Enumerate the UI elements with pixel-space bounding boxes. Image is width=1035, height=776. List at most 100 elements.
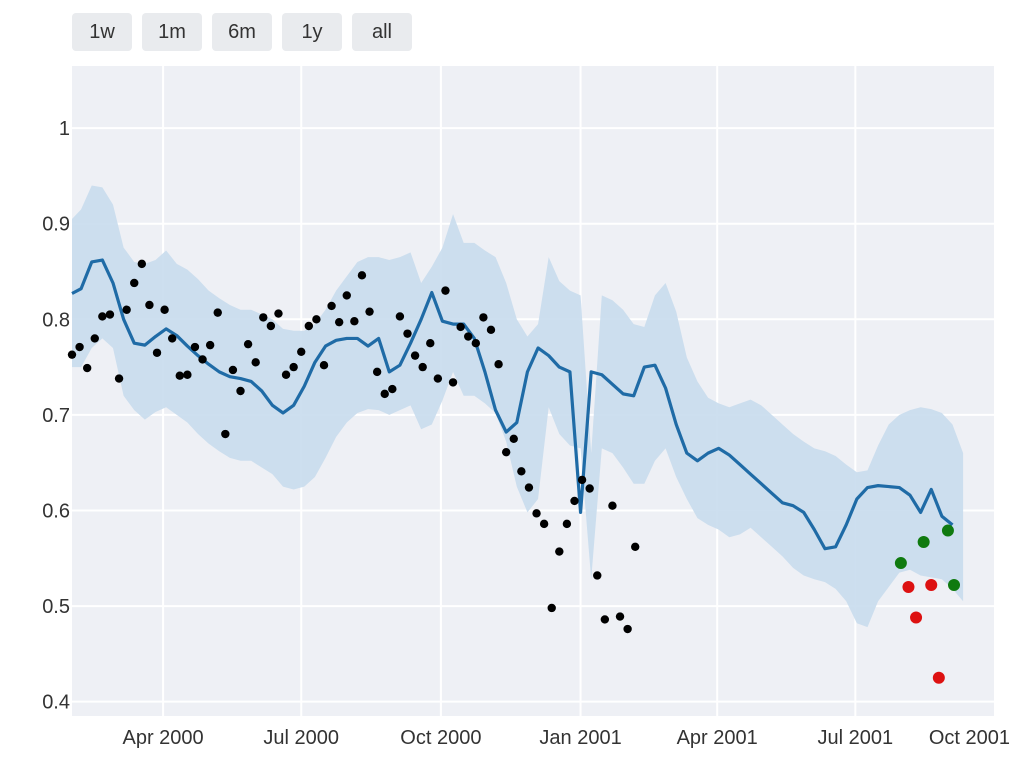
observed-point <box>365 307 374 316</box>
observed-point <box>228 365 238 375</box>
observed-point <box>494 360 503 369</box>
observed-point <box>615 612 625 621</box>
observed-point <box>145 300 154 310</box>
observed-point <box>350 317 359 326</box>
range-button-1y[interactable]: 1y <box>282 13 342 51</box>
observed-point <box>357 271 367 280</box>
range-button-6m[interactable]: 6m <box>212 13 272 51</box>
forecast-line <box>71 258 954 551</box>
observed-point <box>380 389 389 399</box>
observed-point <box>479 313 488 322</box>
observed-point <box>160 305 169 314</box>
observed-point <box>114 374 124 383</box>
above-point <box>917 536 930 549</box>
x-tick-label: Jul 2000 <box>263 727 339 749</box>
observed-point <box>259 313 268 322</box>
observed-point <box>631 542 640 552</box>
range-button-all[interactable]: all <box>352 13 412 51</box>
x-tick-label: Jul 2001 <box>818 727 894 749</box>
forecast-path <box>71 258 954 551</box>
range-selector: 1w 1m 6m 1y all <box>72 13 412 51</box>
observed-point <box>82 363 92 373</box>
observed-point <box>570 496 579 506</box>
x-tick-label: Jan 2001 <box>539 727 621 749</box>
y-axis-ticks: 0.4 0.5 0.6 0.7 0.8 0.9 1 <box>42 118 70 714</box>
observed-point <box>90 334 99 343</box>
range-button-1w[interactable]: 1w <box>72 13 132 51</box>
observed-point <box>539 519 549 529</box>
observed-point <box>623 624 632 634</box>
observed-point <box>289 362 298 372</box>
y-tick-label: 0.9 <box>42 214 70 236</box>
observed-point <box>524 483 534 492</box>
observed-point <box>251 358 260 367</box>
observed-point <box>236 386 245 396</box>
y-tick-label: 0.5 <box>42 596 70 618</box>
below-point <box>925 579 938 592</box>
range-button-1m[interactable]: 1m <box>142 13 202 51</box>
y-tick-label: 1 <box>59 118 70 140</box>
observed-point <box>600 615 610 624</box>
observed-point <box>448 378 458 387</box>
observed-point <box>67 350 77 359</box>
observed-point <box>297 347 306 357</box>
observed-point <box>334 317 344 327</box>
observed-point <box>327 301 336 311</box>
observed-point <box>105 310 115 319</box>
below-point <box>902 580 915 593</box>
below-point <box>910 611 923 624</box>
observed-point <box>319 360 329 370</box>
observed-point <box>281 370 291 379</box>
observed-point <box>190 342 200 352</box>
observed-point <box>213 308 222 317</box>
observed-point <box>501 447 511 457</box>
below-point <box>932 671 945 684</box>
observed-point <box>342 291 351 300</box>
observed-point <box>312 315 321 324</box>
observed-point <box>562 519 572 529</box>
observed-point <box>395 312 405 321</box>
x-axis-ticks: Apr 2000 Jul 2000 Oct 2000 Jan 2001 Apr 2001… <box>122 727 1010 749</box>
observed-point <box>418 362 427 372</box>
observed-point <box>198 355 207 364</box>
observed-point <box>517 467 526 476</box>
observed-point <box>266 321 276 331</box>
observed-point <box>593 571 602 580</box>
observed-point <box>372 367 382 377</box>
observed-point <box>304 321 314 331</box>
observed-point <box>137 259 147 269</box>
observed-point <box>130 278 139 288</box>
y-tick-label: 0.6 <box>42 500 70 522</box>
above-point <box>948 579 961 592</box>
observed-point <box>205 340 215 350</box>
observed-point <box>555 547 564 556</box>
observed-point <box>410 351 420 360</box>
band-area <box>72 185 964 628</box>
x-tick-label: Oct 2001 <box>929 727 1010 749</box>
uncertainty-band <box>72 185 964 628</box>
observed-point <box>175 371 184 380</box>
x-tick-label: Apr 2001 <box>677 727 758 749</box>
observed-point <box>486 325 496 335</box>
observed-point <box>221 429 230 439</box>
observed-point <box>122 305 131 314</box>
observed-point <box>471 339 481 348</box>
observed-point <box>433 374 443 383</box>
observed-point <box>388 384 397 394</box>
observed-points <box>67 259 640 634</box>
above-point <box>941 524 954 537</box>
observed-point <box>75 342 84 352</box>
above-point <box>894 557 907 570</box>
observed-point <box>167 334 177 343</box>
observed-point <box>608 501 617 510</box>
observed-point <box>456 322 465 332</box>
observed-point <box>98 312 107 321</box>
observed-point <box>509 434 518 443</box>
y-tick-label: 0.4 <box>42 692 70 714</box>
observed-point <box>577 475 587 485</box>
observed-point <box>426 339 435 348</box>
observed-point <box>547 603 556 613</box>
anomaly-points <box>894 524 961 684</box>
y-tick-label: 0.8 <box>42 309 70 331</box>
